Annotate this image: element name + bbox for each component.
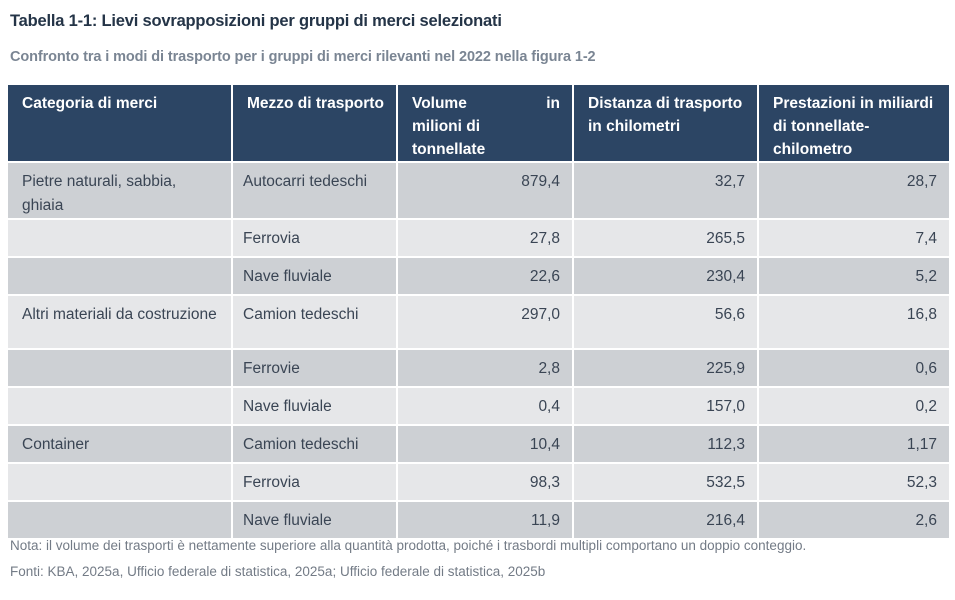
cell-category	[8, 348, 233, 387]
cell-performance: 5,2	[758, 256, 949, 295]
cell-category	[8, 256, 233, 295]
cell-distance: 157,0	[573, 386, 759, 425]
header-volume-word: Volume	[412, 95, 467, 112]
table-row: Nave fluviale 11,9 216,4 2,6	[8, 500, 949, 538]
table-title: Tabella 1-1: Lievi sovrapposizioni per g…	[10, 12, 502, 30]
cell-performance: 28,7	[758, 161, 949, 219]
header-distance: Distanza di trasporto in chilometri	[573, 85, 759, 162]
cell-volume: 879,4	[397, 161, 574, 219]
cell-mode: Nave fluviale	[232, 386, 398, 425]
cell-category	[8, 462, 233, 501]
table-row: Ferrovia 98,3 532,5 52,3	[8, 462, 949, 501]
cell-mode: Nave fluviale	[232, 256, 398, 295]
cell-distance: 265,5	[573, 218, 759, 257]
cell-distance: 230,4	[573, 256, 759, 295]
table-row: Nave fluviale 0,4 157,0 0,2	[8, 386, 949, 425]
cell-volume: 0,4	[397, 386, 574, 425]
table-source: Fonti: KBA, 2025a, Ufficio federale di s…	[10, 564, 546, 579]
header-volume-rest: milioni di tonnellate	[412, 118, 486, 158]
cell-distance: 32,7	[573, 161, 759, 219]
cell-performance: 2,6	[758, 500, 949, 538]
cell-category: Container	[8, 424, 233, 463]
table-subtitle: Confronto tra i modi di trasporto per i …	[10, 49, 596, 65]
cell-mode: Ferrovia	[232, 462, 398, 501]
cell-performance: 16,8	[758, 294, 949, 349]
header-mode: Mezzo di trasporto	[232, 85, 398, 162]
cell-category	[8, 218, 233, 257]
cell-category	[8, 386, 233, 425]
cell-category	[8, 500, 233, 538]
cell-category: Altri materiali da costruzione	[8, 294, 233, 349]
cell-performance: 7,4	[758, 218, 949, 257]
table-row: Altri materiali da costruzione Camion ted…	[8, 294, 949, 349]
cell-mode: Nave fluviale	[232, 500, 398, 538]
data-table: Categoria di merci Mezzo di trasporto Vo…	[8, 85, 949, 538]
table-row: Pietre naturali, sabbia, ghiaia Autocarri…	[8, 161, 949, 219]
cell-volume: 98,3	[397, 462, 574, 501]
table-note: Nota: il volume dei trasporti è nettamen…	[10, 538, 807, 553]
cell-distance: 112,3	[573, 424, 759, 463]
header-category: Categoria di merci	[8, 85, 233, 162]
cell-category: Pietre naturali, sabbia, ghiaia	[8, 161, 233, 219]
cell-distance: 216,4	[573, 500, 759, 538]
cell-volume: 22,6	[397, 256, 574, 295]
cell-mode: Autocarri tedeschi	[232, 161, 398, 219]
cell-volume: 27,8	[397, 218, 574, 257]
cell-distance: 56,6	[573, 294, 759, 349]
cell-performance: 0,6	[758, 348, 949, 387]
cell-mode: Camion tedeschi	[232, 294, 398, 349]
cell-performance: 1,17	[758, 424, 949, 463]
header-row: Categoria di merci Mezzo di trasporto Vo…	[8, 85, 949, 162]
table-row: Ferrovie 2,8 225,9 0,6	[8, 348, 949, 387]
cell-distance: 532,5	[573, 462, 759, 501]
cell-volume: 297,0	[397, 294, 574, 349]
cell-performance: 52,3	[758, 462, 949, 501]
cell-mode: Ferrovie	[232, 348, 398, 387]
header-volume-in: in	[546, 95, 560, 112]
table-row: Container Camion tedeschi 10,4 112,3 1,17	[8, 424, 949, 463]
cell-volume: 10,4	[397, 424, 574, 463]
header-volume: Volume in milioni di tonnellate	[397, 85, 574, 162]
cell-performance: 0,2	[758, 386, 949, 425]
cell-volume: 2,8	[397, 348, 574, 387]
table-row: Ferrovia 27,8 265,5 7,4	[8, 218, 949, 257]
cell-volume: 11,9	[397, 500, 574, 538]
cell-distance: 225,9	[573, 348, 759, 387]
header-performance: Prestazioni in miliardi di tonnellate-ch…	[758, 85, 949, 162]
table-row: Nave fluviale 22,6 230,4 5,2	[8, 256, 949, 295]
cell-mode: Camion tedeschi	[232, 424, 398, 463]
cell-mode: Ferrovia	[232, 218, 398, 257]
